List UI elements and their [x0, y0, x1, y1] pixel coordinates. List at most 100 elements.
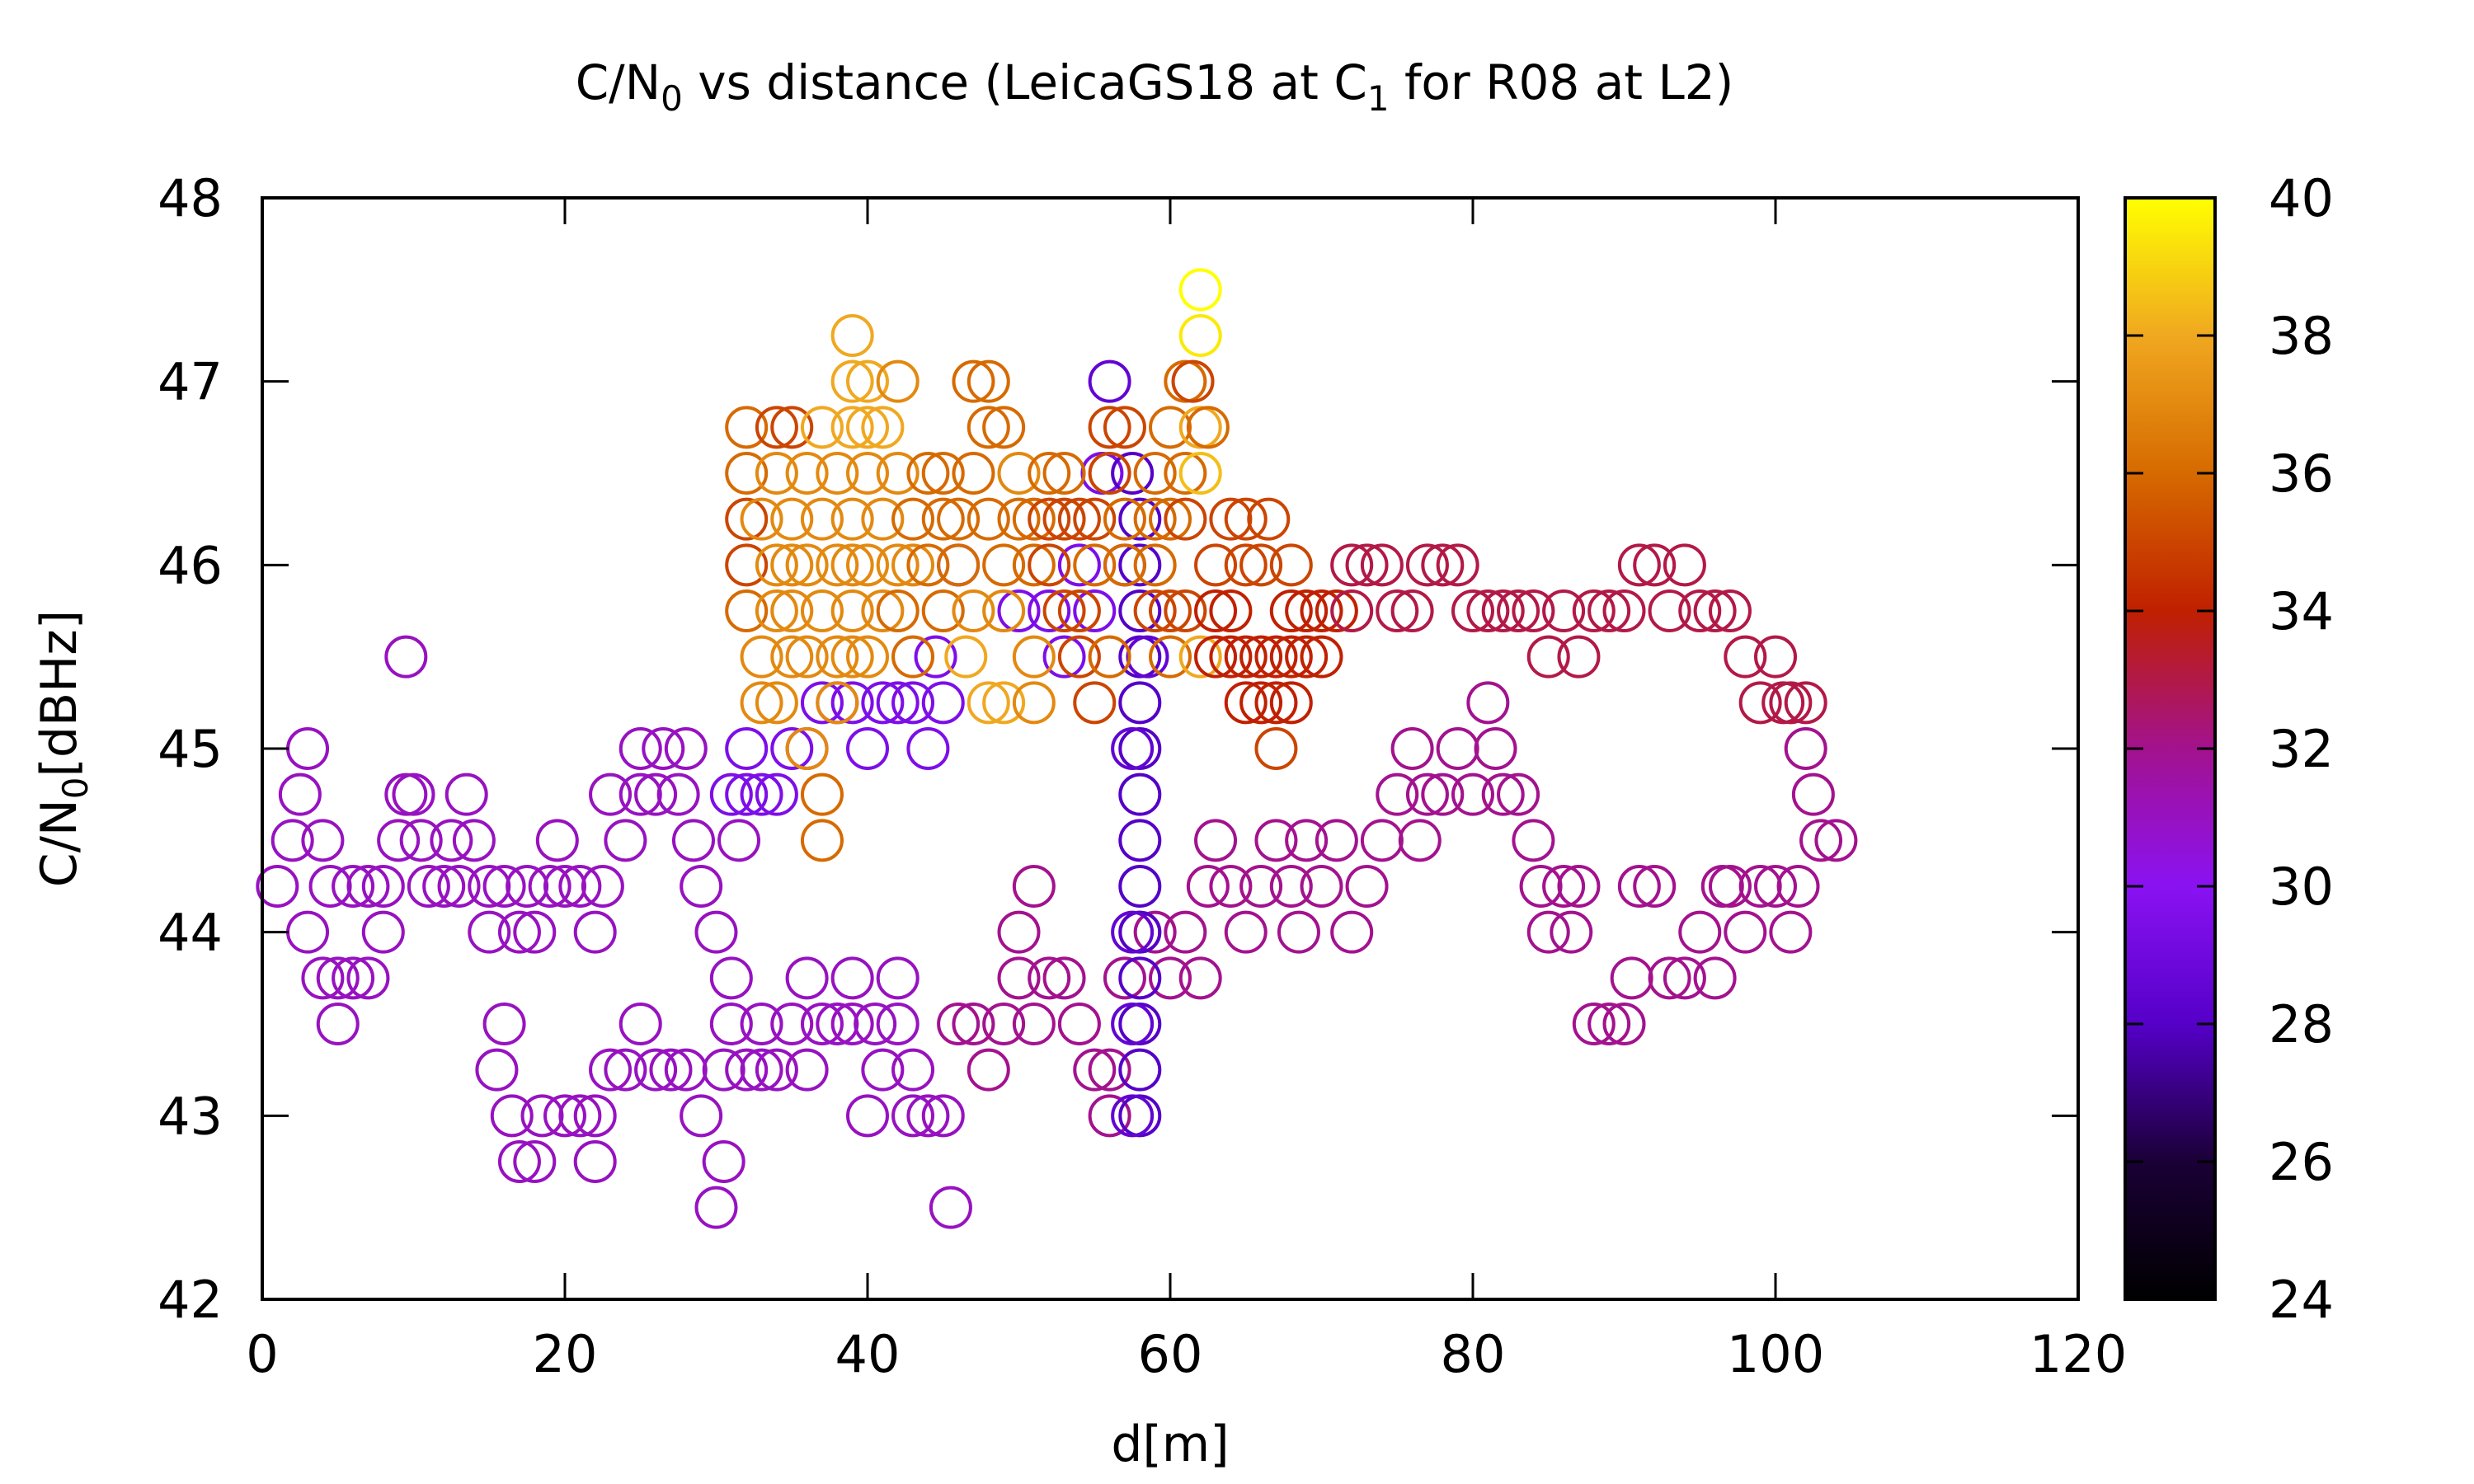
data-point [1776, 865, 1820, 908]
data-point [1149, 406, 1192, 449]
data-point [1164, 497, 1207, 541]
data-point [513, 1140, 557, 1183]
data-point [1118, 1048, 1162, 1092]
data-point [1784, 681, 1827, 725]
data-point [543, 865, 586, 908]
data-point [937, 543, 981, 587]
data-point [1012, 865, 1056, 908]
data-point [1481, 773, 1525, 816]
data-point [1088, 359, 1131, 403]
data-point [770, 497, 814, 541]
data-point [618, 1003, 662, 1045]
data-point [1133, 497, 1177, 541]
colorbar-tick-label: 26 [2269, 1132, 2334, 1192]
data-point [717, 819, 761, 862]
data-point [301, 956, 345, 1000]
data-point [1285, 819, 1329, 862]
data-point [830, 956, 874, 1000]
data-point [785, 956, 829, 1000]
data-point [308, 865, 352, 908]
y-tick-labels: 42 43 44 45 46 47 48 [158, 168, 223, 1330]
data-point [649, 1048, 693, 1092]
data-point [558, 865, 602, 908]
data-point [861, 1048, 905, 1092]
data-point [1474, 727, 1517, 770]
data-point [1738, 681, 1782, 725]
data-point [1028, 452, 1071, 495]
data-point [982, 543, 1026, 587]
data-point [725, 452, 769, 495]
data-point [1073, 589, 1117, 632]
data-point [535, 819, 579, 862]
data-point [755, 773, 798, 816]
data-point [770, 727, 814, 770]
data-point [1390, 589, 1434, 632]
data-point [286, 727, 330, 770]
data-point [1194, 589, 1238, 632]
data-point [1602, 589, 1646, 632]
data-point [846, 359, 889, 403]
data-point [1360, 819, 1404, 862]
data-point [800, 589, 844, 632]
data-point [1239, 681, 1283, 725]
data-point [1405, 773, 1449, 816]
data-point [1224, 497, 1268, 541]
data-point [982, 406, 1026, 449]
data-point [1466, 681, 1510, 725]
data-point [1103, 497, 1146, 541]
data-point [800, 497, 844, 541]
data-point [332, 956, 375, 1000]
data-point [1073, 497, 1117, 541]
colorbar-tick-label: 32 [2269, 719, 2334, 779]
data-point [664, 1048, 708, 1092]
data-point [1512, 819, 1555, 862]
data-point [1376, 589, 1419, 632]
data-point [1073, 543, 1117, 587]
data-point [468, 910, 511, 954]
data-point [1269, 865, 1313, 908]
data-point [1269, 589, 1313, 632]
y-tick-label: 42 [158, 1270, 223, 1330]
data-point [1111, 1003, 1155, 1045]
data-point [906, 1094, 950, 1138]
data-point [1784, 727, 1827, 770]
data-point [816, 543, 859, 587]
data-point [891, 1094, 935, 1138]
data-point [1633, 865, 1677, 908]
data-point [1610, 956, 1653, 1000]
data-point [513, 910, 557, 954]
data-point [1557, 865, 1601, 908]
data-point [399, 819, 443, 862]
data-point [346, 956, 390, 1000]
data-point [725, 406, 769, 449]
data-point [1133, 589, 1177, 632]
data-point [1572, 1003, 1616, 1045]
y-tick-label: 45 [158, 719, 223, 779]
data-point [1754, 635, 1797, 679]
data-point [725, 589, 769, 632]
data-point [1118, 819, 1162, 862]
colorbar-tick-label: 24 [2269, 1270, 2334, 1330]
data-point [1178, 635, 1222, 679]
data-point [800, 406, 844, 449]
data-point [1648, 956, 1691, 1000]
data-point [1118, 865, 1162, 908]
data-point [702, 1140, 745, 1183]
data-point [694, 910, 738, 954]
data-point [506, 865, 549, 908]
data-point [604, 1048, 647, 1092]
data-point [1254, 681, 1298, 725]
data-point [694, 1186, 738, 1229]
data-point [1497, 589, 1540, 632]
data-point [1285, 635, 1329, 679]
data-point [1088, 1048, 1131, 1092]
data-point [770, 1003, 814, 1045]
data-point [876, 589, 920, 632]
data-point [982, 681, 1026, 725]
data-point [725, 497, 769, 541]
data-point [1466, 589, 1510, 632]
data-point [490, 1094, 534, 1138]
data-point [1149, 956, 1192, 1000]
data-point [1186, 406, 1230, 449]
